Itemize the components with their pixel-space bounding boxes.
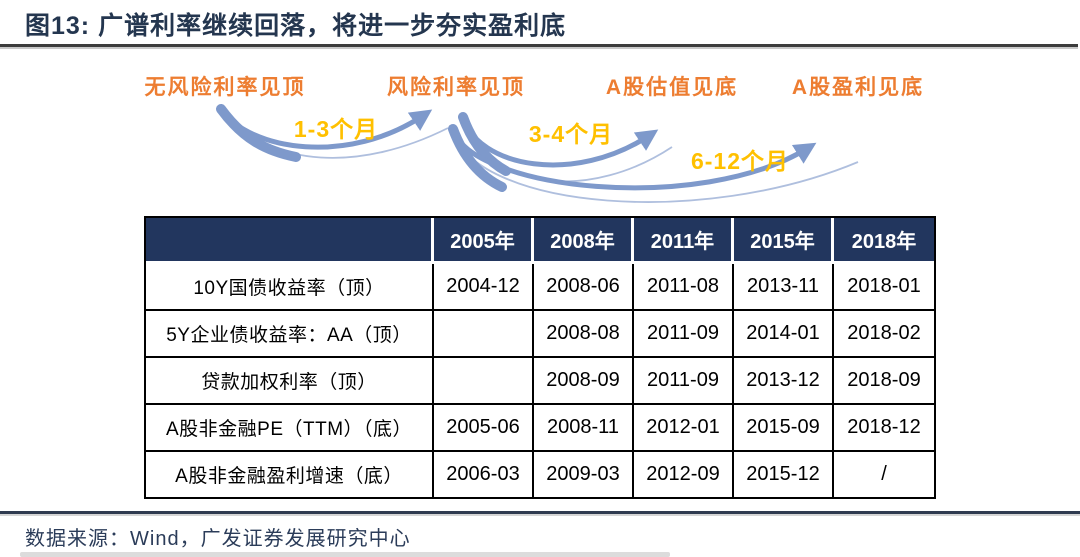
flow-node-riskfree-rate-peak: 无风险利率见顶 — [144, 76, 306, 99]
table-cell: 2008-06 — [534, 264, 634, 311]
flow-node-risk-rate-peak: 风险利率见顶 — [387, 76, 525, 99]
table-cell: 2014-01 — [734, 311, 834, 358]
flow-node-a-share-earnings-bottom: A股盈利见底 — [791, 76, 925, 99]
table-cell: 2004-12 — [434, 264, 534, 311]
rate-transmission-diagram: 无风险利率见顶 风险利率见顶 A股估值见底 A股盈利见底 1-3个月 3-4个月… — [0, 0, 1080, 210]
table-cell — [434, 311, 534, 358]
header-cell-2011: 2011年 — [634, 218, 734, 264]
table-cell: 2011-09 — [634, 358, 734, 405]
footer-divider — [0, 511, 1080, 514]
row-label: A股非金融PE（TTM）（底） — [146, 405, 434, 452]
table-cell: 2018-01 — [834, 264, 934, 311]
row-label: 10Y国债收益率（顶） — [146, 264, 434, 311]
table-row: A股非金融盈利增速（底） 2006-03 2009-03 2012-09 201… — [146, 452, 934, 497]
table-cell: 2012-09 — [634, 452, 734, 497]
figure-title: 图13: 广谱利率继续回落，将进一步夯实盈利底 — [25, 12, 567, 40]
table-cell: 2018-12 — [834, 405, 934, 452]
table-cell: 2013-11 — [734, 264, 834, 311]
table-row: 10Y国债收益率（顶） 2004-12 2008-06 2011-08 2013… — [146, 264, 934, 311]
table-cell: 2015-12 — [734, 452, 834, 497]
header-cell-2008: 2008年 — [534, 218, 634, 264]
table-cell: 2013-12 — [734, 358, 834, 405]
header-cell-2018: 2018年 — [834, 218, 934, 264]
row-label: 贷款加权利率（顶） — [146, 358, 434, 405]
row-label: 5Y企业债收益率：AA（顶） — [146, 311, 434, 358]
table-header-row: 2005年 2008年 2011年 2015年 2018年 — [146, 218, 934, 264]
peaks-bottoms-table: 2005年 2008年 2011年 2015年 2018年 10Y国债收益率（顶… — [144, 216, 936, 499]
table-cell: 2011-08 — [634, 264, 734, 311]
table-cell — [434, 358, 534, 405]
table-cell: 2018-09 — [834, 358, 934, 405]
duration-label-6-12-months: 6-12个月 — [690, 148, 790, 174]
duration-label-1-3-months: 1-3个月 — [293, 116, 379, 142]
table-row: 贷款加权利率（顶） 2008-09 2011-09 2013-12 2018-0… — [146, 358, 934, 405]
table-cell: 2008-11 — [534, 405, 634, 452]
page-edge-artifact — [20, 552, 670, 557]
table-cell: 2005-06 — [434, 405, 534, 452]
table-row: A股非金融PE（TTM）（底） 2005-06 2008-11 2012-01 … — [146, 405, 934, 452]
table-row: 5Y企业债收益率：AA（顶） 2008-08 2011-09 2014-01 2… — [146, 311, 934, 358]
curved-arrow-6-12-months-icon — [448, 124, 859, 203]
header-cell-2015: 2015年 — [734, 218, 834, 264]
table-cell: 2008-09 — [534, 358, 634, 405]
table-cell: 2011-09 — [634, 311, 734, 358]
table-cell: 2006-03 — [434, 452, 534, 497]
table-cell: 2015-09 — [734, 405, 834, 452]
header-cell-blank — [146, 218, 434, 264]
data-source-note: 数据来源：Wind，广发证券发展研究中心 — [25, 528, 411, 550]
table-cell: / — [834, 452, 934, 497]
title-divider — [0, 44, 1078, 47]
row-label: A股非金融盈利增速（底） — [146, 452, 434, 497]
table-cell: 2009-03 — [534, 452, 634, 497]
table-cell: 2008-08 — [534, 311, 634, 358]
header-cell-2005: 2005年 — [434, 218, 534, 264]
table-cell: 2018-02 — [834, 311, 934, 358]
table-cell: 2012-01 — [634, 405, 734, 452]
flow-arrows-canvas — [216, 104, 859, 203]
flow-node-a-share-valuation-bottom: A股估值见底 — [605, 76, 739, 99]
duration-label-3-4-months: 3-4个月 — [528, 121, 614, 147]
